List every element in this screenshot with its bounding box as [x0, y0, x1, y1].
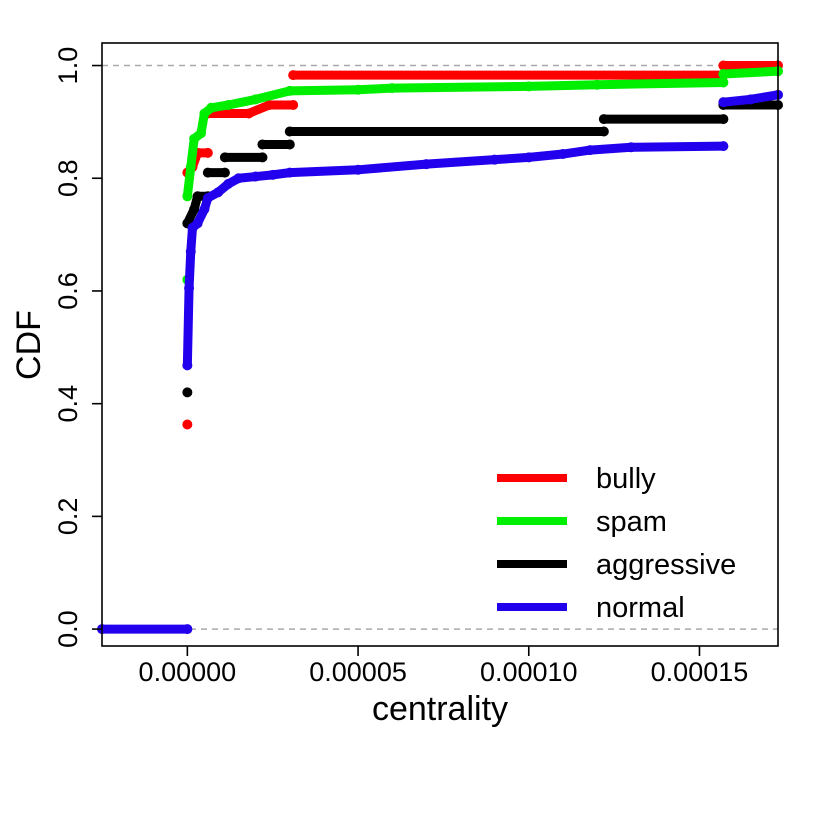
series-point	[182, 624, 193, 635]
series-step	[524, 149, 568, 162]
y-tick-label: 0.0	[53, 610, 83, 648]
legend-label-spam: spam	[596, 506, 667, 538]
series-point	[202, 147, 213, 158]
legend-label-normal: normal	[596, 592, 685, 624]
y-tick-label: 0.2	[53, 498, 83, 536]
series-step	[353, 159, 431, 175]
legend-label-aggressive: aggressive	[596, 549, 736, 581]
series-aggressive	[182, 99, 783, 398]
series-step	[524, 80, 602, 91]
series-point	[718, 141, 729, 152]
series-point	[718, 114, 729, 125]
series-step	[182, 283, 194, 370]
series-normal	[97, 89, 783, 635]
x-tick-label: 0.00015	[651, 657, 749, 687]
series-point	[598, 126, 609, 137]
y-tick-label: 0.4	[53, 385, 83, 423]
series-step	[592, 77, 728, 90]
series-step	[626, 141, 728, 152]
series-step	[184, 247, 196, 293]
series-point	[182, 387, 193, 398]
series-point	[182, 419, 193, 430]
series-point	[257, 152, 268, 163]
series-step	[718, 66, 783, 79]
y-axis-label: CDF	[10, 310, 48, 380]
plot-frame	[101, 42, 779, 647]
series-point	[284, 139, 295, 150]
y-axis: 0.0 0.2 0.4 0.6 0.8 1.0	[53, 47, 102, 648]
legend: bully spam aggressive normal	[497, 463, 736, 624]
series-step	[285, 165, 363, 178]
series-step	[490, 152, 534, 165]
y-tick-label: 1.0	[53, 47, 83, 85]
series-step	[251, 86, 295, 104]
x-tick-label: 0.00010	[480, 657, 578, 687]
x-tick-label: 0.00005	[309, 657, 407, 687]
series-point	[718, 77, 729, 88]
series-layer	[97, 60, 783, 635]
y-tick-label: 0.8	[53, 159, 83, 197]
legend-label-bully: bully	[596, 463, 656, 495]
x-axis: 0.00000 0.00005 0.00010 0.00015	[139, 646, 749, 687]
series-point	[288, 99, 299, 110]
reference-lines	[102, 64, 778, 630]
y-tick-label: 0.6	[53, 272, 83, 310]
series-step	[387, 81, 534, 93]
series-step	[585, 142, 636, 155]
series-step	[421, 155, 500, 169]
series-point	[219, 167, 230, 178]
x-axis-label: centrality	[372, 690, 508, 728]
x-tick-label: 0.00000	[139, 657, 237, 687]
series-step	[285, 85, 363, 96]
series-step	[353, 83, 397, 95]
series-spam	[182, 66, 783, 285]
